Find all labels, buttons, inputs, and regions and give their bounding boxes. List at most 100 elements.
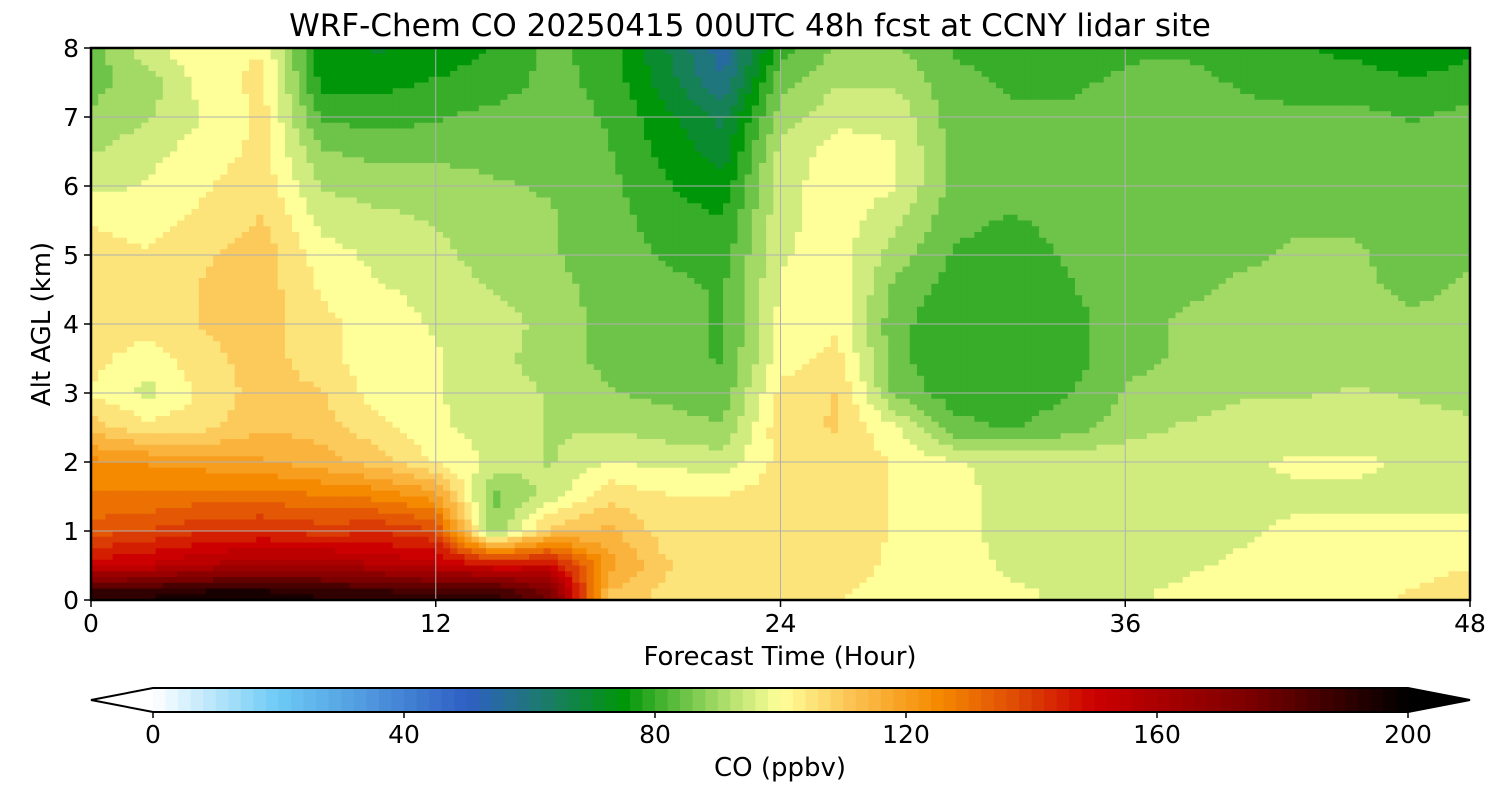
heatmap-cell <box>1046 174 1055 181</box>
heatmap-cell <box>1132 94 1141 101</box>
heatmap-cell <box>1110 174 1119 181</box>
heatmap-cell <box>134 122 142 130</box>
heatmap-cell <box>830 134 839 141</box>
heatmap-cell <box>1333 174 1342 181</box>
heatmap-cell <box>1153 145 1162 153</box>
heatmap-cell <box>909 134 918 141</box>
heatmap-cell <box>1247 145 1256 153</box>
heatmap-cell <box>407 99 415 107</box>
heatmap-cell <box>1369 168 1378 176</box>
heatmap-cell <box>974 82 983 89</box>
heatmap-cell <box>241 174 250 181</box>
heatmap-cell <box>471 117 480 124</box>
heatmap-cell <box>105 197 114 204</box>
heatmap-cell <box>608 151 616 158</box>
heatmap-cell <box>227 180 236 187</box>
heatmap-cell <box>1010 65 1019 72</box>
heatmap-cell <box>816 65 825 72</box>
heatmap-cell <box>579 163 588 170</box>
heatmap-cell <box>313 163 322 170</box>
heatmap-cell <box>608 186 616 193</box>
heatmap-cell <box>399 111 408 118</box>
heatmap-cell <box>1189 151 1198 158</box>
heatmap-cell <box>1168 88 1177 95</box>
heatmap-cell <box>1132 151 1141 158</box>
heatmap-cell <box>1419 48 1428 55</box>
heatmap-cell <box>450 71 458 78</box>
heatmap-cell <box>952 134 961 141</box>
heatmap-cell <box>399 59 408 66</box>
heatmap-cell <box>1003 157 1011 164</box>
heatmap-cell <box>442 145 451 153</box>
heatmap-cell <box>1304 134 1313 141</box>
heatmap-cell <box>220 157 229 164</box>
heatmap-cell <box>1355 134 1363 141</box>
heatmap-cell <box>586 94 595 101</box>
heatmap-cell <box>1103 53 1112 61</box>
heatmap-cell <box>184 65 193 72</box>
heatmap-cell <box>421 151 430 158</box>
heatmap-cell <box>1132 48 1141 55</box>
heatmap-cell <box>1247 163 1256 170</box>
heatmap-cell <box>1003 168 1011 176</box>
heatmap-cell <box>126 94 135 101</box>
heatmap-cell <box>105 186 114 193</box>
heatmap-cell <box>385 53 394 61</box>
heatmap-cell <box>191 94 200 101</box>
heatmap-cell <box>787 53 796 61</box>
heatmap-cell <box>1448 168 1457 176</box>
heatmap-cell <box>1347 48 1356 55</box>
heatmap-cell <box>715 180 724 187</box>
heatmap-cell <box>399 157 408 164</box>
heatmap-cell <box>342 76 351 84</box>
heatmap-cell <box>565 174 573 181</box>
heatmap-cell <box>1125 186 1134 193</box>
heatmap-cell <box>464 117 473 124</box>
heatmap-cell <box>629 99 638 107</box>
heatmap-cell <box>205 48 214 55</box>
heatmap-cell <box>1434 174 1442 181</box>
heatmap-cell <box>1311 71 1320 78</box>
heatmap-cell <box>1089 122 1098 130</box>
heatmap-cell <box>320 168 329 176</box>
heatmap-cell <box>995 128 1004 135</box>
heatmap-cell <box>141 105 150 112</box>
heatmap-cell <box>565 65 573 72</box>
heatmap-cell <box>916 94 925 101</box>
heatmap-cell <box>249 180 257 187</box>
heatmap-cell <box>1434 59 1442 66</box>
heatmap-cell <box>507 76 516 84</box>
heatmap-cell <box>1376 122 1385 130</box>
heatmap-cell <box>335 128 343 135</box>
heatmap-cell <box>586 128 595 135</box>
heatmap-cell <box>665 94 674 101</box>
heatmap-cell <box>141 94 150 101</box>
heatmap-cell <box>909 59 918 66</box>
heatmap-cell <box>1333 134 1342 141</box>
heatmap-cell <box>909 65 918 72</box>
heatmap-cell <box>277 82 286 89</box>
heatmap-cell <box>773 117 782 124</box>
heatmap-cell <box>758 59 767 66</box>
heatmap-cell <box>1376 82 1385 89</box>
heatmap-cell <box>256 191 264 199</box>
heatmap-cell <box>758 53 767 61</box>
heatmap-cell <box>1376 53 1385 61</box>
heatmap-cell <box>629 128 638 135</box>
heatmap-cell <box>1434 105 1442 112</box>
heatmap-cell <box>148 168 157 176</box>
heatmap-cell <box>256 140 264 147</box>
heatmap-cell <box>1139 53 1148 61</box>
heatmap-cell <box>981 128 990 135</box>
heatmap-cell <box>105 117 114 124</box>
heatmap-cell <box>758 157 767 164</box>
heatmap-cell <box>694 151 703 158</box>
heatmap-cell <box>428 145 437 153</box>
heatmap-cell <box>342 134 351 141</box>
heatmap-cell <box>1268 82 1277 89</box>
heatmap-cell <box>478 180 487 187</box>
heatmap-cell <box>565 180 573 187</box>
heatmap-cell <box>1426 48 1435 55</box>
heatmap-cell <box>270 105 279 112</box>
heatmap-cell <box>809 71 818 78</box>
